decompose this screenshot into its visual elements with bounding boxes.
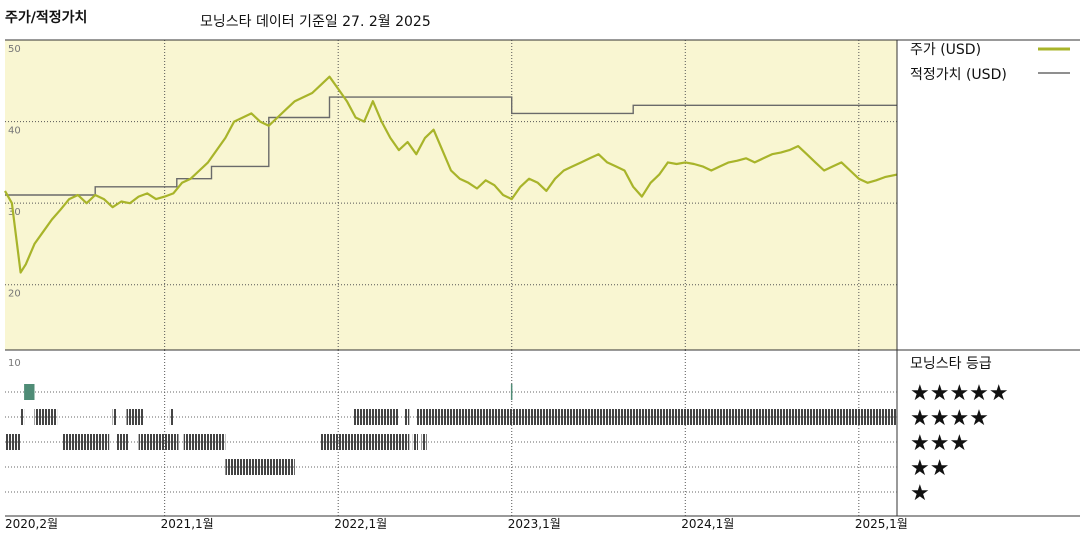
y-tick-label: 40 [8,126,21,137]
rating-bar-4-star [169,409,174,425]
rating-bar-4-star [126,409,144,425]
rating-bar-2-star [225,459,295,475]
y-tick-label: 20 [8,289,21,300]
legend-price-label: 주가 (USD) [910,42,981,58]
rating-title: 모닝스타 등급 [910,356,992,372]
x-tick-label: 2024,1월 [681,517,734,531]
rating-bar-3-star [116,434,129,450]
x-tick-label: 2023,1월 [508,517,561,531]
rating-bar-4-star [353,409,399,425]
chart-title: 주가/적정가치 [5,9,87,26]
rating-bar-3-star [421,434,427,450]
chart-subtitle: 모닝스타 데이터 기준일 27. 2월 2025 [200,14,431,30]
rating-bar-3-star [412,434,418,450]
rating-label-4-star: ★★★★ [910,406,989,431]
plot-area [5,40,897,350]
rating-star-labels: ★★★★★★★★★★★★★★★ [910,381,1009,506]
rating-bar-4-star [404,409,410,425]
rating-bar-5-star [510,384,513,400]
price-line [4,75,898,274]
x-tick-label: 2021,1월 [161,517,214,531]
rating-bar-4-star [416,409,897,425]
legend-fair-label: 적정가치 (USD) [910,67,1007,83]
rating-bars [5,384,897,475]
rating-label-5-star: ★★★★★ [910,381,1009,406]
rating-label-2-star: ★★ [910,456,949,481]
x-tick-label: 2020,2월 [5,517,58,531]
rating-bar-4-star [112,409,117,425]
rating-label-1-star: ★ [910,481,930,506]
rating-bar-3-star [5,434,21,450]
rating-axis-label: 10 [8,358,21,369]
rating-label-3-star: ★★★ [910,431,969,456]
rating-bar-3-star [183,434,226,450]
rating-bar-4-star [34,409,58,425]
y-tick-label: 50 [8,44,21,55]
rating-bar-4-star [20,409,25,425]
y-tick-labels: 50 40 30 20 [8,44,21,300]
rating-bar-3-star [320,434,410,450]
rating-bar-3-star [138,434,179,450]
rating-bar-3-star [62,434,110,450]
y-tick-label: 30 [8,207,21,218]
x-tick-label: 2022,1월 [334,517,387,531]
fair-value-line [5,96,897,196]
x-gridlines [164,40,860,516]
rating-bar-5-star [24,384,35,400]
x-tick-labels: 2020,2월 2021,1월 2022,1월 2023,1월 2024,1월 2025,… [5,517,908,531]
x-tick-label: 2025,1월 [855,517,908,531]
